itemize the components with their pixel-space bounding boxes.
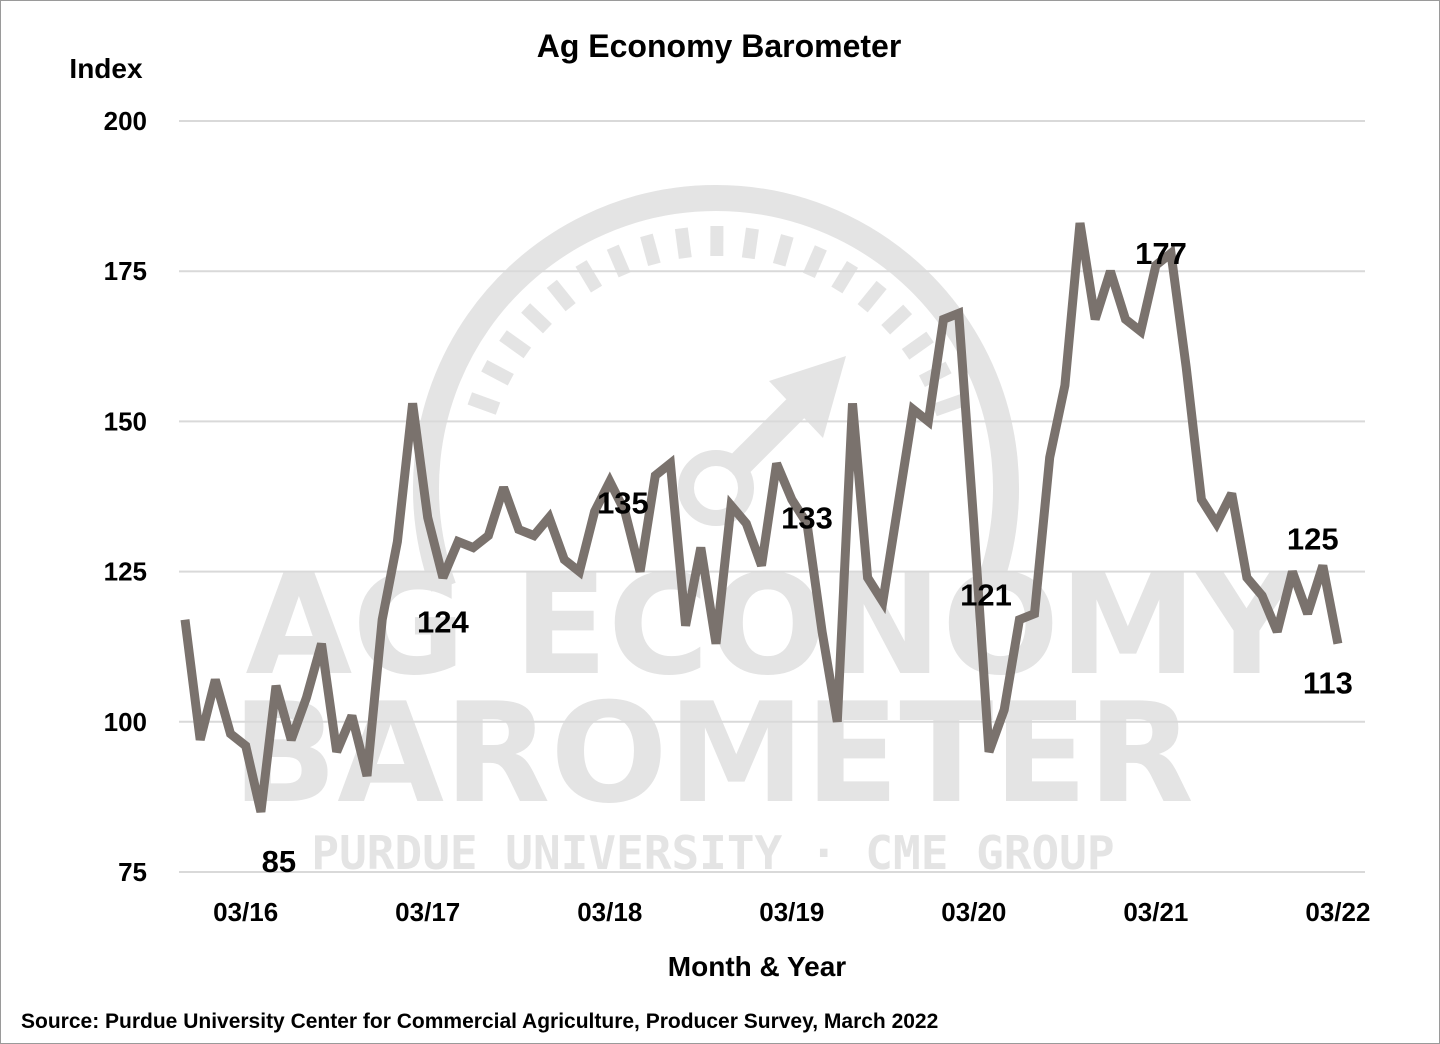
- series-layer: [180, 222, 1343, 813]
- x-tick-label-03-22: 03/22: [1305, 897, 1370, 927]
- x-tick-label-03-19: 03/19: [759, 897, 824, 927]
- data-label-125: 125: [1287, 522, 1339, 557]
- data-labels: 85 124 135 133 121 177 125 113: [262, 236, 1353, 879]
- x-tick-label-03-18: 03/18: [577, 897, 642, 927]
- watermark-line-2: BAROMETER: [232, 673, 1194, 834]
- x-tick-label-03-17: 03/17: [395, 897, 460, 927]
- x-tick-label-03-21: 03/21: [1123, 897, 1188, 927]
- gridlines: [179, 120, 1365, 873]
- x-axis-title: Month & Year: [668, 951, 847, 982]
- data-label-85: 85: [262, 844, 296, 879]
- y-axis-ticks: 75 100 125 150 175 200: [104, 106, 147, 887]
- source-note: Source: Purdue University Center for Com…: [21, 1010, 938, 1033]
- x-tick-label-03-16: 03/16: [213, 897, 278, 927]
- y-tick-label-100: 100: [104, 707, 147, 737]
- x-tick-label-03-20: 03/20: [941, 897, 1006, 927]
- x-axis-ticks: 03/16 03/17 03/18 03/19 03/20 03/21 03/22: [213, 897, 1370, 927]
- y-tick-label-150: 150: [104, 406, 147, 436]
- data-label-133: 133: [781, 501, 833, 536]
- data-label-177: 177: [1135, 236, 1187, 271]
- y-tick-label-75: 75: [118, 857, 147, 887]
- y-tick-label-175: 175: [104, 256, 147, 286]
- gauge-watermark-icon: [413, 185, 1019, 592]
- chart-title: Ag Economy Barometer: [537, 28, 902, 64]
- y-axis-title: Index: [69, 53, 143, 84]
- series-line: [180, 222, 1343, 813]
- y-tick-label-125: 125: [104, 557, 147, 587]
- data-label-135: 135: [597, 486, 649, 521]
- data-label-113: 113: [1303, 666, 1353, 701]
- data-label-121: 121: [960, 578, 1012, 613]
- y-tick-label-200: 200: [104, 106, 147, 136]
- data-label-124: 124: [417, 605, 469, 640]
